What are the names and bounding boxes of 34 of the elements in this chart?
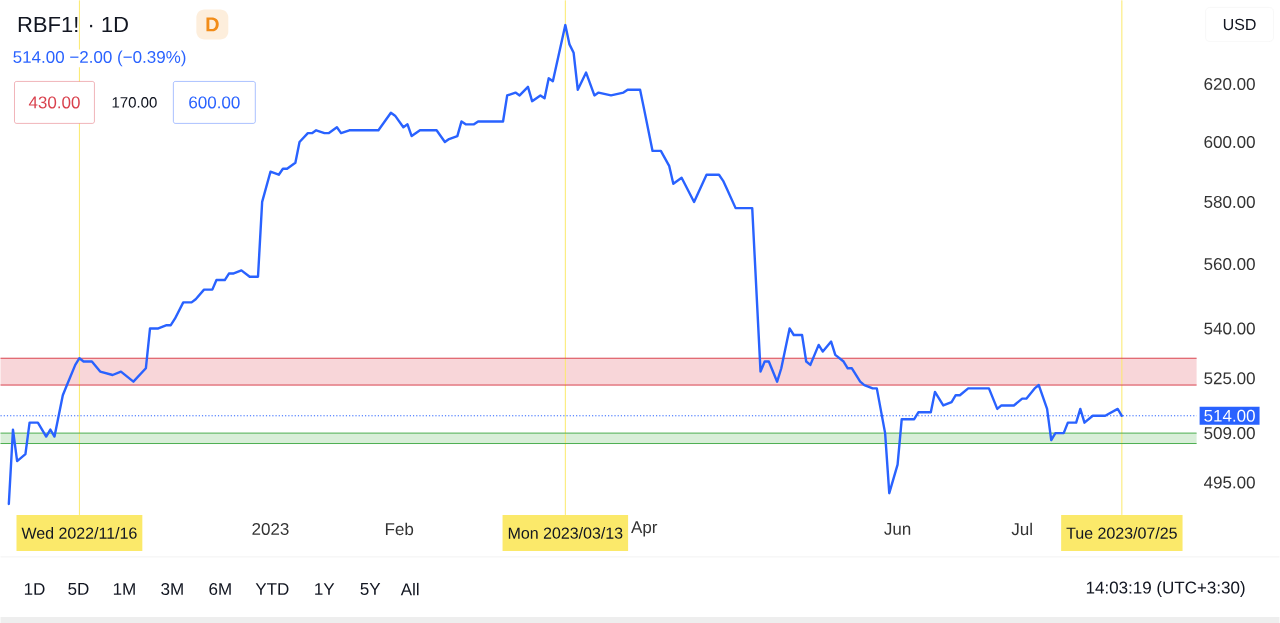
text: All (400, 582, 419, 596)
text: 3M (161, 583, 183, 596)
y-tick-label: 495.00 (1203, 476, 1255, 489)
text: 514.00 −2.00 (−0.39%) (13, 50, 186, 67)
text: 14:03:19 (UTC+3:30) (1086, 581, 1245, 597)
x-tick-label: Feb (385, 522, 414, 536)
y-tick-label: 509.00 (1204, 427, 1255, 440)
x-tick-label: Jun (884, 523, 911, 535)
text: RBF1! · 1D (18, 16, 128, 33)
y-tick-label: 600.00 (1204, 135, 1255, 148)
x-tick-label: Jul (1011, 522, 1032, 536)
y-tick-label: 580.00 (1204, 195, 1255, 208)
text: 5D (68, 583, 89, 595)
text: 1Y (315, 583, 335, 595)
ref-line-label: 514.00 (1204, 409, 1255, 422)
y-tick-label: 620.00 (1204, 78, 1255, 91)
annotation: 170.00 (112, 97, 157, 108)
ref-line-label: Tue 2023/07/25 (1066, 527, 1177, 539)
text: USD (1223, 18, 1256, 31)
y-tick-label: 540.00 (1204, 322, 1255, 335)
y-tick-label: 525.00 (1204, 372, 1255, 385)
text: 1M (113, 583, 135, 595)
x-tick-label: Apr (631, 521, 658, 537)
text: 5Y (360, 583, 381, 595)
annotation: D (206, 17, 219, 32)
text: 6M (209, 583, 231, 596)
x-tick-label: 2023 (252, 522, 289, 535)
ref-line-label: Mon 2023/03/13 (508, 527, 623, 539)
ref-line-label: Wed 2022/11/16 (21, 527, 137, 539)
y-tick-label: 560.00 (1204, 258, 1255, 271)
annotation: 600.00 (189, 96, 240, 109)
text: 1D (24, 583, 45, 595)
text: YTD (255, 583, 289, 595)
annotation: 430.00 (28, 96, 80, 109)
